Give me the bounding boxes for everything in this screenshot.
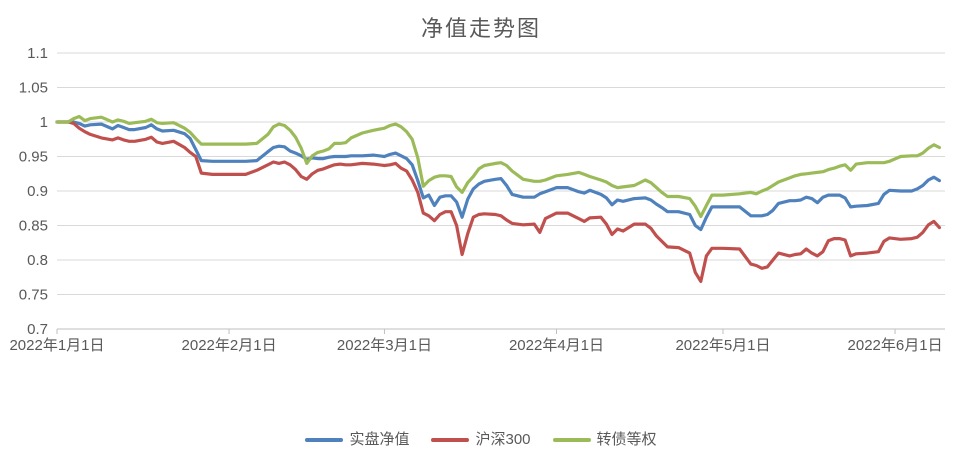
chart-title: 净值走势图 <box>420 16 541 41</box>
y-tick-label: 0.75 <box>19 287 48 304</box>
x-tick-label: 2022年2月1日 <box>182 337 277 354</box>
series-line-1 <box>55 120 942 283</box>
legend-label: 沪深300 <box>475 431 531 448</box>
y-tick-label: 0.8 <box>27 252 48 269</box>
y-tick-label: 0.85 <box>19 218 48 235</box>
series-line-2 <box>55 114 942 219</box>
y-tick-label: 0.9 <box>27 183 48 200</box>
legend-label: 实盘净值 <box>349 431 410 448</box>
x-tick-label: 2022年4月1日 <box>509 337 604 354</box>
x-tick-label: 2022年3月1日 <box>337 337 432 354</box>
y-tick-label: 0.7 <box>27 321 48 338</box>
x-tick-label: 2022年6月1日 <box>848 337 943 354</box>
legend-item-shipan-jingzhi: 实盘净值 <box>305 432 409 447</box>
x-tick-label: 2022年5月1日 <box>675 337 770 354</box>
x-tick-label: 2022年1月1日 <box>9 337 104 354</box>
legend-line-swatch-blue <box>305 437 344 442</box>
legend-line-swatch-green <box>552 437 591 442</box>
y-tick-label: 1.1 <box>27 45 48 62</box>
legend-item-zhuanzhai-dengquan: 转债等权 <box>552 431 657 448</box>
y-tick-label: 1 <box>40 114 48 131</box>
legend-item-hushen300: 沪深300 <box>431 431 531 448</box>
y-tick-label: 1.05 <box>19 80 48 97</box>
legend-line-swatch-red <box>431 437 470 442</box>
legend-label: 转债等权 <box>596 431 657 448</box>
series-line-0 <box>55 120 942 232</box>
legend: 实盘净值 沪深300 转债等权 <box>0 432 962 447</box>
y-tick-label: 0.95 <box>19 149 48 166</box>
